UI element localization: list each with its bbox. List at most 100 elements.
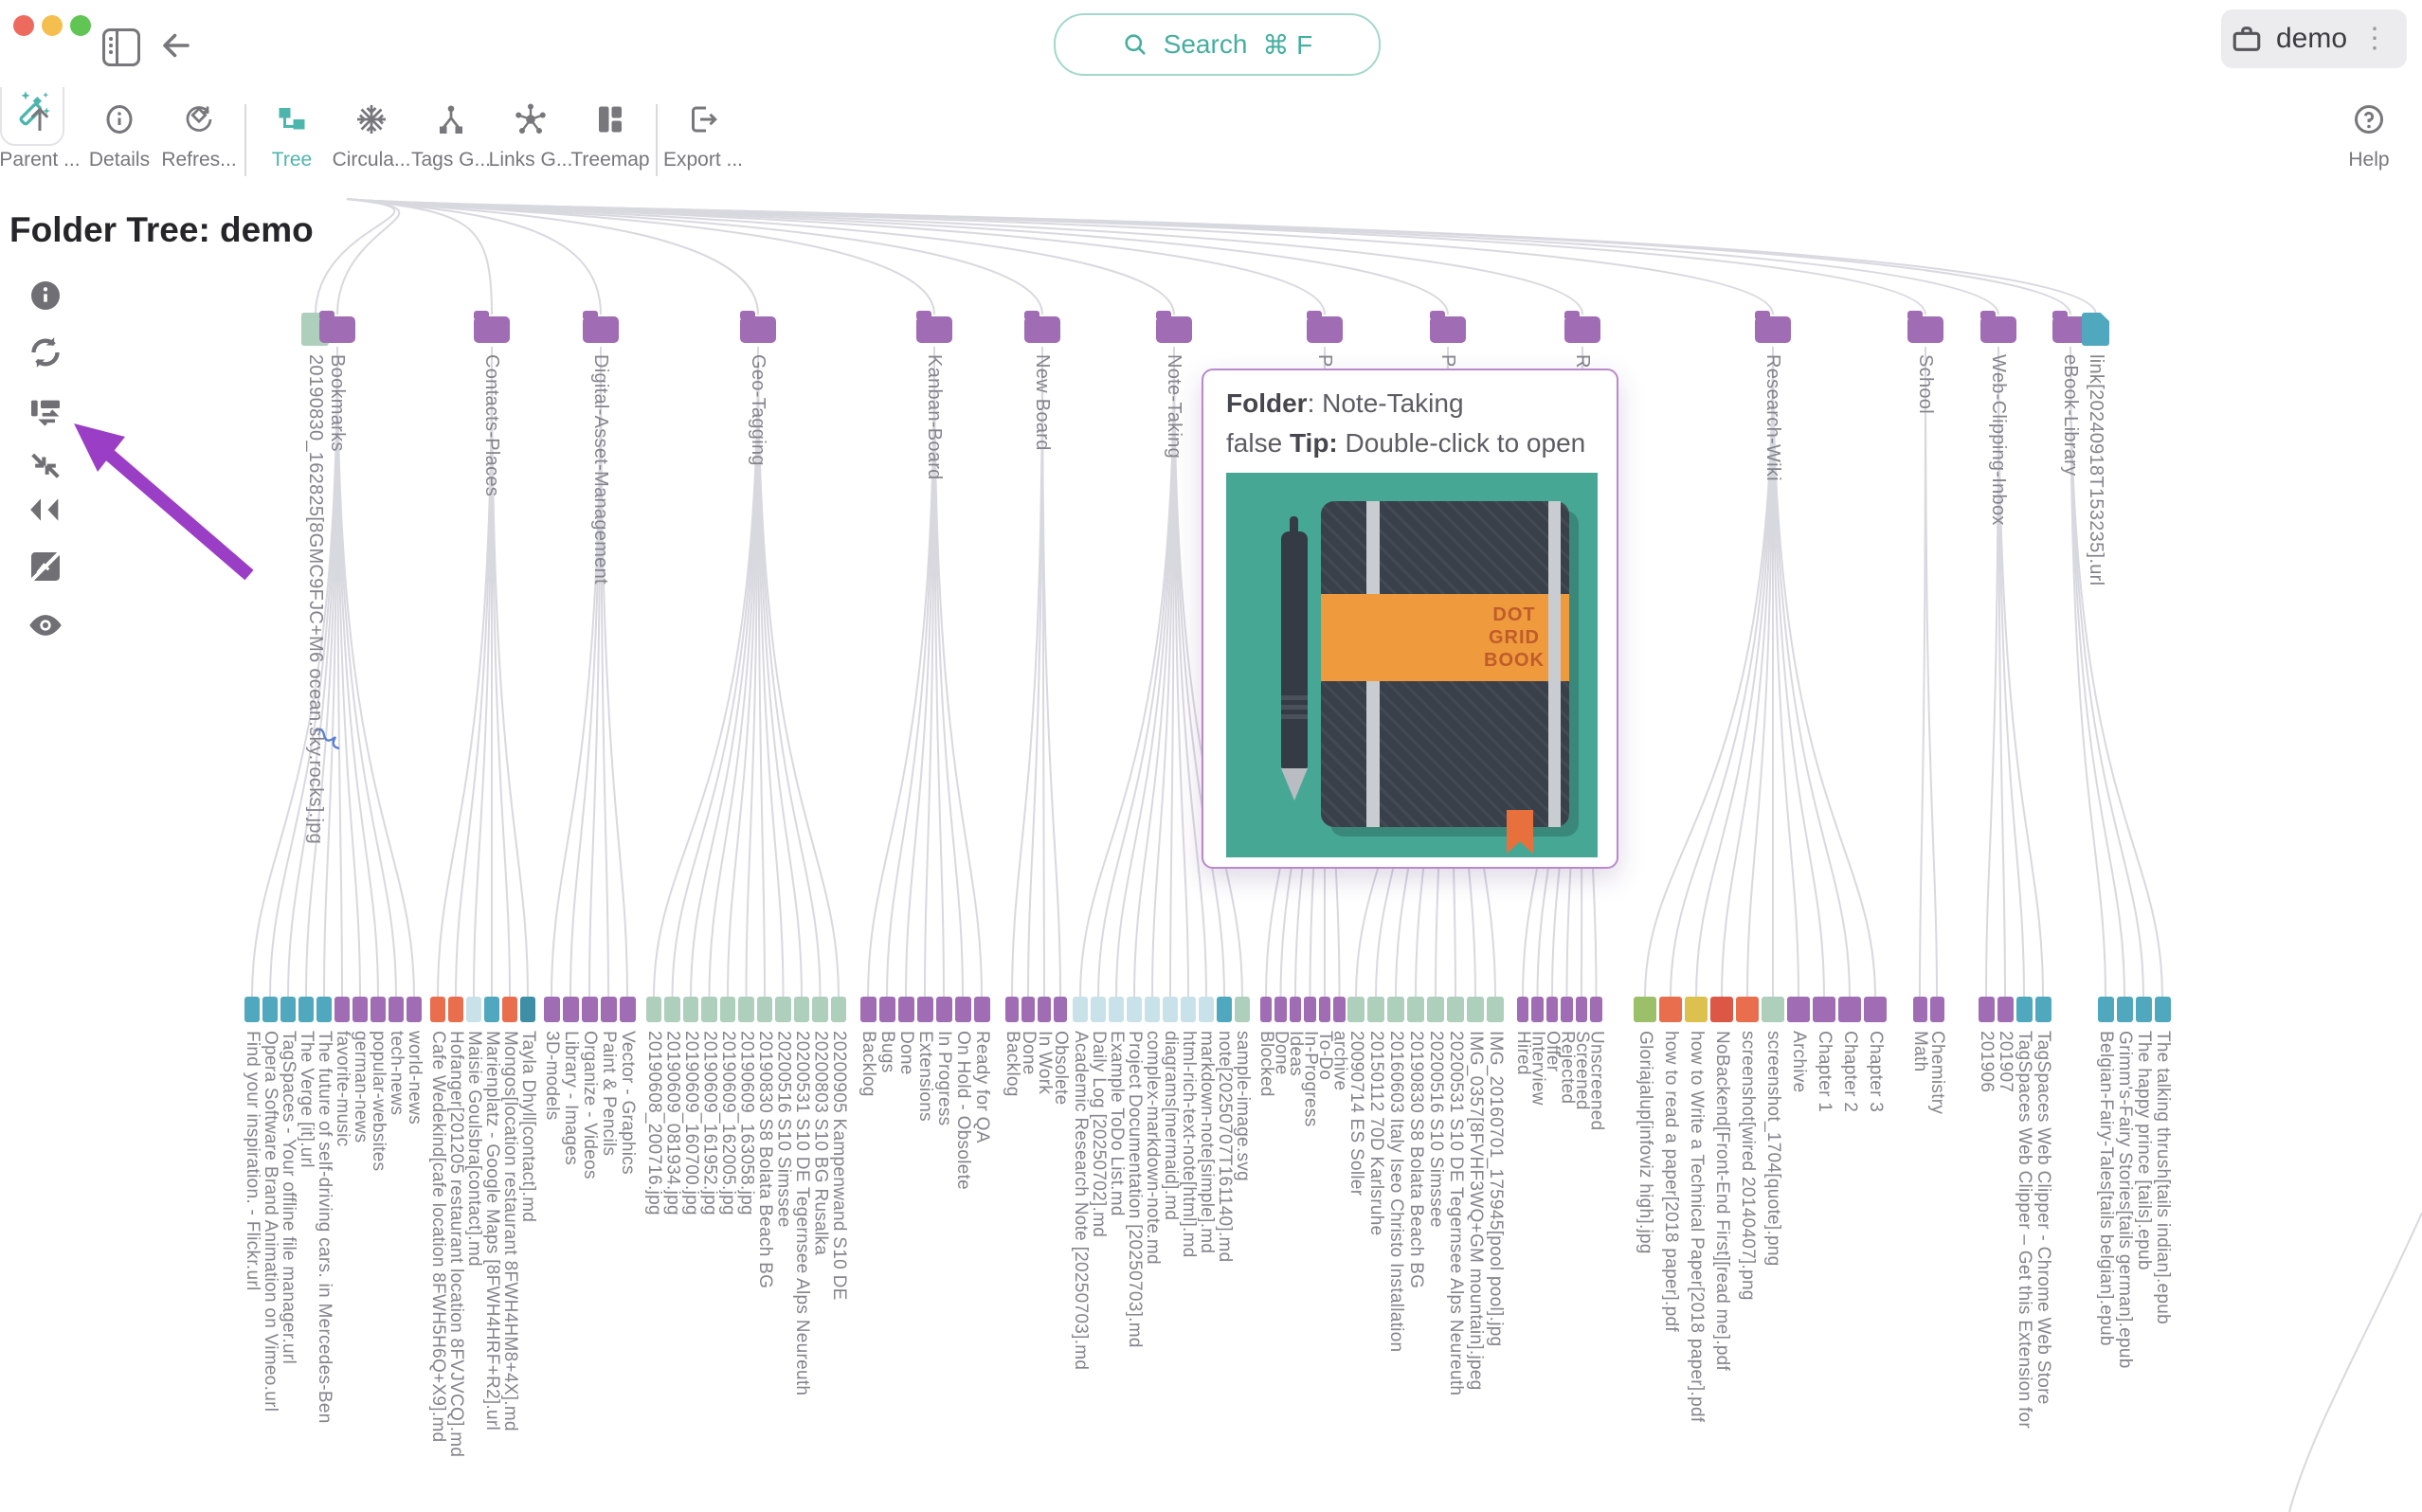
folder-node[interactable] [973,997,990,1022]
folder-node[interactable] [1021,997,1035,1022]
zoom-window-button[interactable] [70,15,91,36]
search-input[interactable]: Search ⌘ F [1054,13,1381,76]
folder-node[interactable] [1838,997,1861,1022]
close-window-button[interactable] [13,15,34,36]
minimize-window-button[interactable] [42,15,63,36]
folder-node[interactable] [1024,311,1060,343]
file-node[interactable] [1659,997,1682,1022]
no-image-icon[interactable] [27,548,66,587]
folder-node[interactable] [897,997,914,1022]
toolbar-button-parent[interactable]: Parent ... [0,102,81,171]
file-node[interactable] [1447,997,1464,1022]
info-icon[interactable] [27,277,66,316]
toolbar-button-treemap[interactable]: Treemap [570,102,650,171]
file-node[interactable] [2135,997,2152,1022]
folder-node[interactable] [334,997,350,1022]
folder-node[interactable] [1929,997,1944,1022]
toolbar-button-links-g[interactable]: Links G... [489,102,572,171]
folder-node[interactable] [878,997,895,1022]
folder-node[interactable] [1787,997,1810,1022]
folder-node[interactable] [1430,311,1466,343]
file-node[interactable] [484,997,499,1022]
file-node[interactable] [1685,997,1708,1022]
folder-node[interactable] [1912,997,1927,1022]
file-node[interactable] [466,997,481,1022]
file-node[interactable] [1073,997,1088,1022]
folder-node[interactable] [581,997,598,1022]
folder-node[interactable] [1907,311,1943,343]
swap-layout-icon[interactable] [27,394,66,434]
sidebar-toggle-icon[interactable] [102,28,140,66]
folder-node[interactable] [1755,311,1791,343]
toolbar-button-tree[interactable]: Tree [252,102,332,171]
file-node[interactable] [793,997,810,1022]
file-node[interactable] [701,997,717,1022]
file-node[interactable] [1427,997,1444,1022]
folder-node[interactable] [319,311,355,343]
file-node[interactable] [682,997,699,1022]
file-node[interactable] [1091,997,1106,1022]
folder-node[interactable] [1005,997,1019,1022]
file-node[interactable] [1235,997,1250,1022]
toolbar-button-tags-g[interactable]: Tags G... [411,102,491,171]
folder-node[interactable] [474,311,510,343]
file-node[interactable] [738,997,754,1022]
file-node[interactable] [1634,997,1656,1022]
file-node[interactable] [1487,997,1504,1022]
back-button[interactable] [157,28,195,63]
file-node[interactable] [1163,997,1178,1022]
file-node[interactable] [316,997,332,1022]
folder-node[interactable] [352,997,368,1022]
folder-node[interactable] [1575,997,1588,1022]
file-node[interactable] [448,997,463,1022]
folder-node[interactable] [600,997,617,1022]
file-node[interactable] [430,997,445,1022]
toolbar-button-circula[interactable]: Circula... [332,102,411,171]
folder-node[interactable] [954,997,971,1022]
folder-node[interactable] [1156,311,1192,343]
folder-node[interactable] [740,311,776,343]
toolbar-button-refres[interactable]: Refres... [159,102,239,171]
folder-node[interactable] [1978,997,1995,1022]
folder-node[interactable] [1333,997,1346,1022]
folder-node[interactable] [1813,997,1835,1022]
file-node[interactable] [280,997,296,1022]
file-node[interactable] [812,997,828,1022]
folder-node[interactable] [619,997,636,1022]
folder-node[interactable] [1259,997,1273,1022]
folder-node[interactable] [1516,997,1529,1022]
folder-node[interactable] [1864,997,1887,1022]
eye-icon[interactable] [27,606,66,646]
file-node[interactable] [1181,997,1196,1022]
folder-node[interactable] [1318,997,1331,1022]
file-node[interactable] [645,997,662,1022]
location-chip[interactable]: demo ⋮ [2221,9,2407,68]
file-node[interactable] [1407,997,1424,1022]
file-node[interactable] [664,997,680,1022]
file-node[interactable] [2082,313,2109,346]
folder-node[interactable] [1054,997,1067,1022]
file-node[interactable] [2097,997,2114,1022]
folder-node[interactable] [916,311,952,343]
file-node[interactable] [1467,997,1484,1022]
folder-node[interactable] [1561,997,1573,1022]
file-node[interactable] [775,997,791,1022]
toolbar-button-export[interactable]: Export ... [663,102,743,171]
file-node[interactable] [1199,997,1214,1022]
folder-node[interactable] [1289,997,1302,1022]
folder-node[interactable] [859,997,877,1022]
file-node[interactable] [1387,997,1404,1022]
folder-node[interactable] [1274,997,1287,1022]
mirror-horizontal-icon[interactable] [27,491,66,531]
file-node[interactable] [1367,997,1384,1022]
file-node[interactable] [2015,997,2033,1022]
folder-node[interactable] [1038,997,1051,1022]
folder-node[interactable] [407,997,422,1022]
toolbar-button-details[interactable]: Details [80,102,159,171]
folder-node[interactable] [583,311,619,343]
help-button[interactable]: Help [2329,102,2409,171]
file-node[interactable] [520,997,535,1022]
folder-node[interactable] [916,997,933,1022]
file-node[interactable] [2116,997,2133,1022]
diagonal-expand-icon[interactable] [27,445,66,485]
